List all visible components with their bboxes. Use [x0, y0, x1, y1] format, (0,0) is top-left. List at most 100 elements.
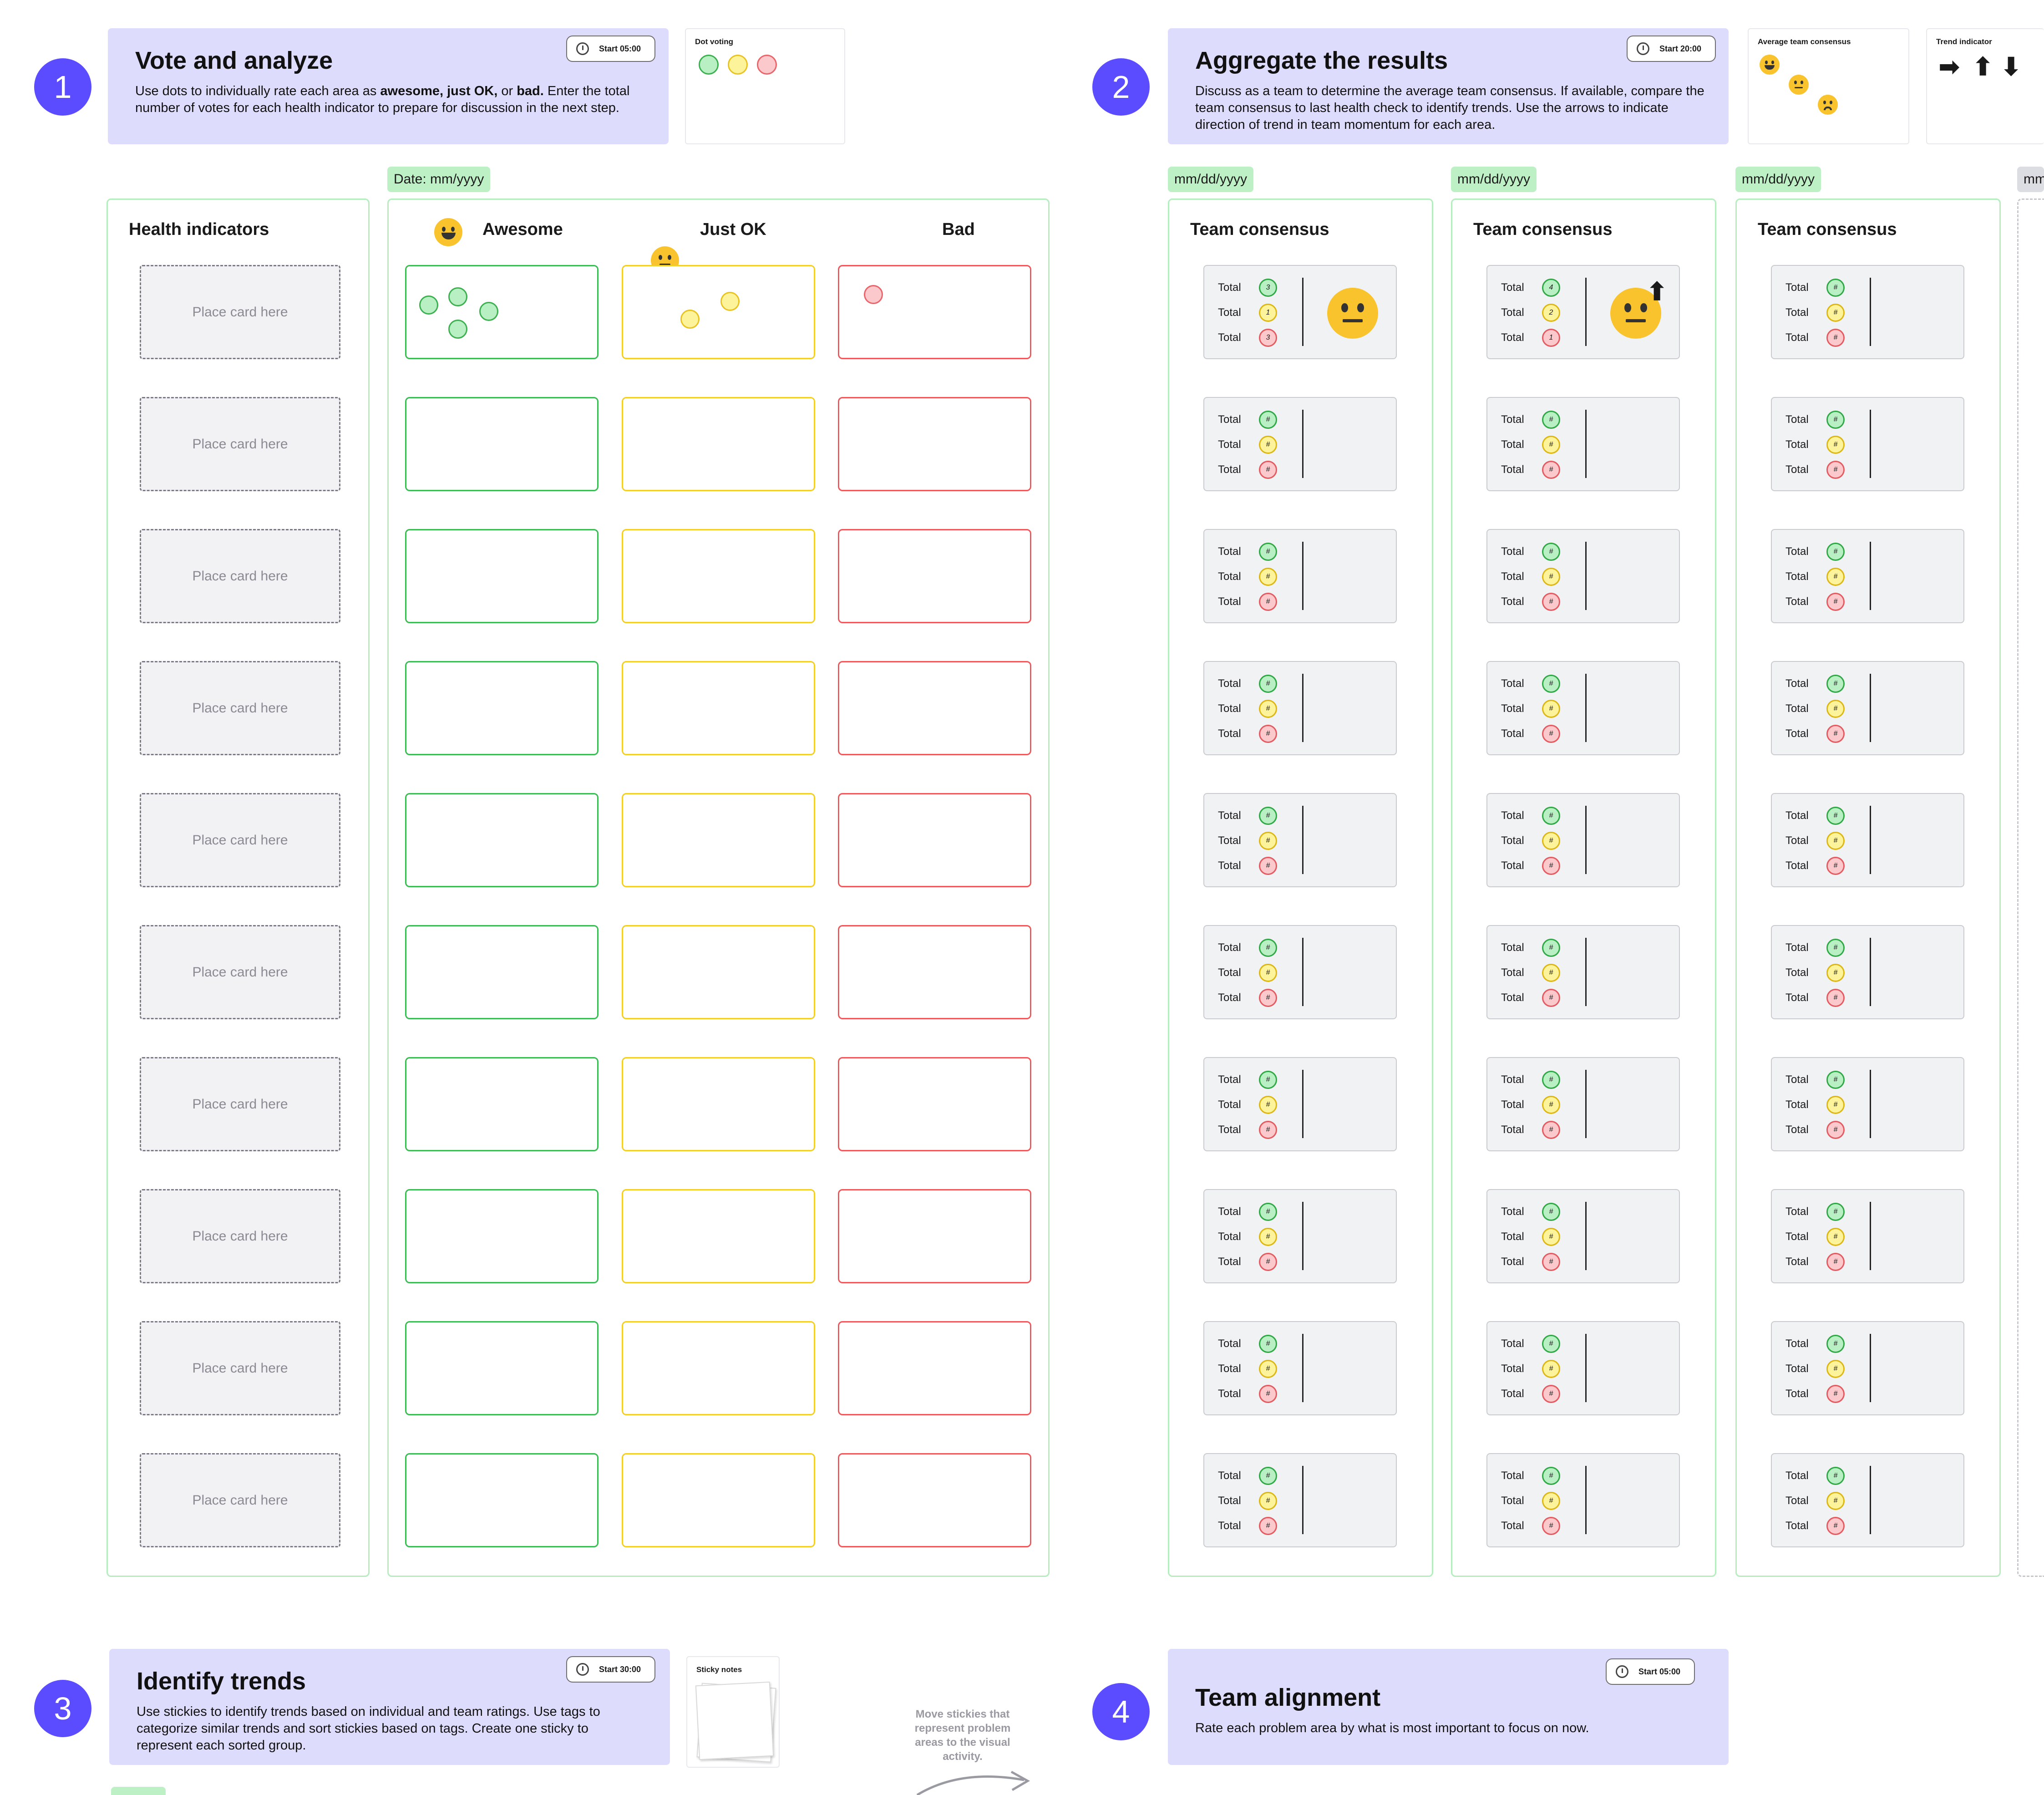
- yellow-total-count[interactable]: #: [1259, 964, 1277, 982]
- red-total-count[interactable]: #: [1542, 593, 1560, 611]
- red-total-count[interactable]: #: [1826, 1385, 1845, 1403]
- red-total-count[interactable]: #: [1259, 461, 1277, 479]
- yellow-total-count[interactable]: #: [1259, 832, 1277, 850]
- sad-face-icon[interactable]: [1818, 95, 1838, 115]
- red-total-count[interactable]: #: [1542, 989, 1560, 1007]
- arrow-down-icon[interactable]: ⬇: [2001, 53, 2022, 81]
- green-total-count[interactable]: #: [1542, 411, 1560, 429]
- yellow-total-count[interactable]: #: [1259, 1228, 1277, 1246]
- consensus-card[interactable]: Total 4 Total 2 Total 1 ⬆: [1486, 265, 1680, 359]
- green-total-count[interactable]: #: [1259, 675, 1277, 693]
- awesome-vote-box[interactable]: [405, 265, 598, 359]
- green-total-count[interactable]: #: [1826, 807, 1845, 825]
- green-total-count[interactable]: #: [1259, 1335, 1277, 1353]
- consensus-card[interactable]: Total # Total # Total #: [1771, 1321, 1964, 1415]
- arrow-up-icon[interactable]: ⬆: [1647, 278, 1668, 305]
- consensus-card[interactable]: Total # Total # Total #: [1486, 793, 1680, 887]
- bad-vote-box[interactable]: [838, 793, 1031, 887]
- red-total-count[interactable]: 1: [1542, 329, 1560, 347]
- green-total-count[interactable]: #: [1826, 1071, 1845, 1089]
- red-total-count[interactable]: #: [1826, 461, 1845, 479]
- step-2-timer-button[interactable]: Start 20:00: [1627, 36, 1716, 62]
- red-total-count[interactable]: #: [1259, 1121, 1277, 1139]
- consensus-card[interactable]: Total # Total # Total #: [1771, 925, 1964, 1019]
- awesome-vote-box[interactable]: [405, 1189, 598, 1283]
- red-total-count[interactable]: 3: [1259, 329, 1277, 347]
- consensus-date-tag[interactable]: mm/dd/yyyy: [1168, 167, 1254, 192]
- yellow-total-count[interactable]: #: [1826, 1360, 1845, 1378]
- placed-green-dot[interactable]: [448, 287, 467, 306]
- date-tag[interactable]: Date: mm/yyyy: [387, 167, 491, 192]
- awesome-vote-box[interactable]: [405, 925, 598, 1019]
- awesome-vote-box[interactable]: [405, 661, 598, 755]
- awesome-vote-box[interactable]: [405, 1321, 598, 1415]
- consensus-date-tag[interactable]: mm/dd/yyyy: [1735, 167, 1821, 192]
- red-total-count[interactable]: #: [1826, 725, 1845, 743]
- green-total-count[interactable]: #: [1542, 675, 1560, 693]
- green-total-count[interactable]: #: [1259, 543, 1277, 561]
- consensus-card[interactable]: Total # Total # Total #: [1486, 397, 1680, 491]
- card-placeholder[interactable]: Place card here: [140, 793, 340, 887]
- green-total-count[interactable]: 4: [1542, 279, 1560, 297]
- consensus-card[interactable]: Total # Total # Total #: [1486, 1321, 1680, 1415]
- green-total-count[interactable]: #: [1259, 807, 1277, 825]
- red-total-count[interactable]: #: [1259, 1385, 1277, 1403]
- green-total-count[interactable]: #: [1259, 939, 1277, 957]
- card-placeholder[interactable]: Place card here: [140, 1057, 340, 1151]
- yellow-total-count[interactable]: #: [1542, 1360, 1560, 1378]
- consensus-card[interactable]: Total 3 Total 1 Total 3: [1203, 265, 1397, 359]
- yellow-total-count[interactable]: #: [1259, 1096, 1277, 1114]
- neutral-face-icon[interactable]: [1789, 75, 1809, 95]
- arrow-up-icon[interactable]: ⬆: [1973, 53, 1993, 81]
- yellow-dot[interactable]: [728, 55, 748, 75]
- placed-green-dot[interactable]: [419, 295, 438, 315]
- yellow-total-count[interactable]: #: [1259, 1360, 1277, 1378]
- step-1-timer-button[interactable]: Start 05:00: [566, 36, 655, 62]
- step-3-timer-button[interactable]: Start 30:00: [566, 1656, 655, 1683]
- consensus-date-tag[interactable]: mm/dd/yyyy: [1451, 167, 1537, 192]
- green-total-count[interactable]: #: [1542, 1335, 1560, 1353]
- yellow-total-count[interactable]: #: [1826, 964, 1845, 982]
- card-placeholder[interactable]: Place card here: [140, 1453, 340, 1547]
- green-total-count[interactable]: #: [1826, 543, 1845, 561]
- date-tag-cut[interactable]: [111, 1787, 166, 1795]
- just-ok-vote-box[interactable]: [622, 661, 815, 755]
- red-total-count[interactable]: #: [1542, 1385, 1560, 1403]
- consensus-card[interactable]: Total # Total # Total #: [1771, 1057, 1964, 1151]
- green-total-count[interactable]: #: [1542, 1071, 1560, 1089]
- red-total-count[interactable]: #: [1259, 857, 1277, 875]
- just-ok-vote-box[interactable]: [622, 1057, 815, 1151]
- consensus-card[interactable]: Total # Total # Total #: [1203, 1057, 1397, 1151]
- red-total-count[interactable]: #: [1826, 1121, 1845, 1139]
- green-total-count[interactable]: #: [1826, 279, 1845, 297]
- red-total-count[interactable]: #: [1826, 593, 1845, 611]
- awesome-vote-box[interactable]: [405, 1057, 598, 1151]
- just-ok-vote-box[interactable]: [622, 793, 815, 887]
- bad-vote-box[interactable]: [838, 1453, 1031, 1547]
- yellow-total-count[interactable]: #: [1826, 1228, 1845, 1246]
- green-total-count[interactable]: #: [1542, 807, 1560, 825]
- consensus-card[interactable]: Total # Total # Total #: [1203, 1189, 1397, 1283]
- red-total-count[interactable]: #: [1826, 857, 1845, 875]
- yellow-total-count[interactable]: #: [1259, 436, 1277, 454]
- yellow-total-count[interactable]: #: [1542, 832, 1560, 850]
- neutral-face-icon[interactable]: [1327, 288, 1378, 339]
- red-total-count[interactable]: #: [1826, 1517, 1845, 1535]
- consensus-card[interactable]: Total # Total # Total #: [1203, 925, 1397, 1019]
- placed-yellow-dot[interactable]: [680, 310, 700, 329]
- red-total-count[interactable]: #: [1542, 857, 1560, 875]
- green-total-count[interactable]: #: [1259, 1203, 1277, 1221]
- awesome-vote-box[interactable]: [405, 1453, 598, 1547]
- awesome-vote-box[interactable]: [405, 397, 598, 491]
- green-total-count[interactable]: #: [1826, 1335, 1845, 1353]
- consensus-card[interactable]: Total # Total # Total #: [1771, 529, 1964, 623]
- bad-vote-box[interactable]: [838, 265, 1031, 359]
- yellow-total-count[interactable]: #: [1542, 1492, 1560, 1510]
- red-dot[interactable]: [757, 55, 777, 75]
- green-total-count[interactable]: #: [1826, 1203, 1845, 1221]
- card-placeholder[interactable]: Place card here: [140, 1321, 340, 1415]
- awesome-vote-box[interactable]: [405, 529, 598, 623]
- date-tag-partial[interactable]: mm/: [2017, 167, 2044, 192]
- green-total-count[interactable]: #: [1542, 543, 1560, 561]
- card-placeholder[interactable]: Place card here: [140, 529, 340, 623]
